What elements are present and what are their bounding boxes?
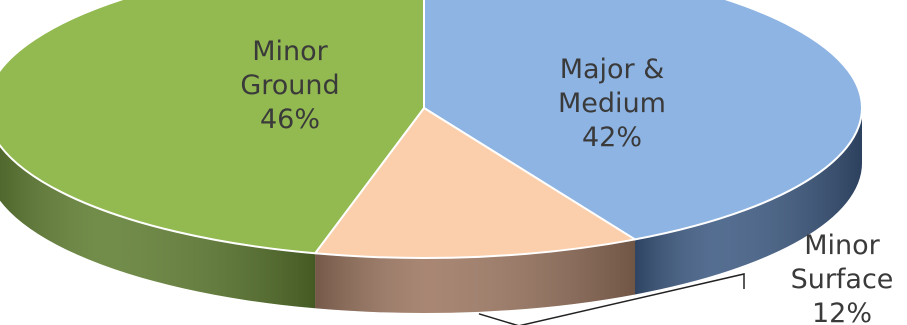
slice-label-minor-ground: Minor Ground 46% <box>240 36 339 135</box>
pie-slice-minor-surface <box>314 107 637 259</box>
pie-slice-minor-ground <box>0 0 425 255</box>
pie-slice-major-medium <box>423 0 863 241</box>
slice-label-minor-surface: Minor Surface 12% <box>791 230 894 325</box>
slice-label-major-medium: Major & Medium 42% <box>558 54 666 153</box>
leader-line-minor-surface <box>478 273 745 325</box>
pie-side-shade-minor-ground <box>0 145 316 309</box>
pie-side-shade-major-medium <box>635 108 862 295</box>
